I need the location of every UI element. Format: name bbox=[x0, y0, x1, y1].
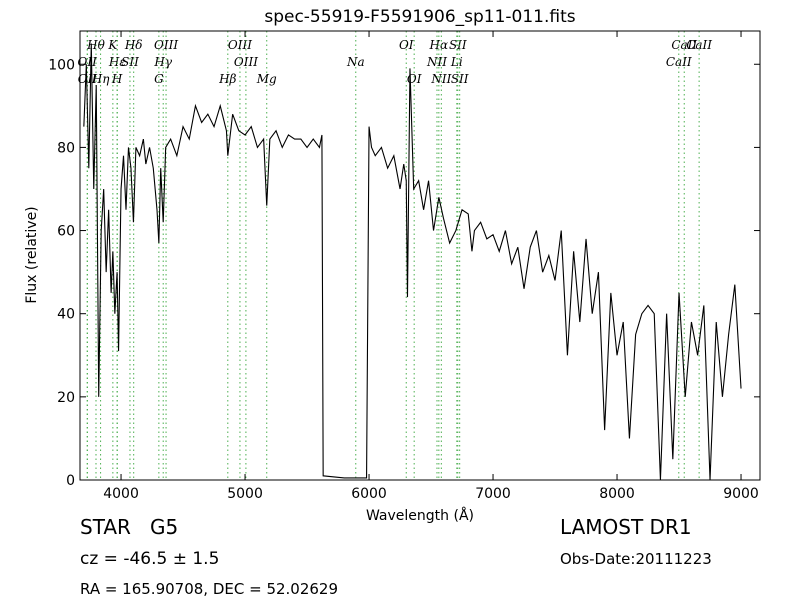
spectral-line-label: OI bbox=[399, 38, 414, 52]
x-tick-label: 9000 bbox=[723, 486, 759, 502]
y-axis-label: Flux (relative) bbox=[24, 206, 40, 303]
spectral-line-label: CaII bbox=[671, 38, 697, 52]
spectral-line-label: OIII bbox=[228, 38, 252, 52]
spectral-line-label: CaII bbox=[686, 38, 712, 52]
coords-label: RA = 165.90708, DEC = 52.02629 bbox=[80, 580, 338, 598]
y-tick-label: 0 bbox=[66, 473, 75, 489]
y-tick-label: 80 bbox=[57, 140, 75, 156]
plot-frame bbox=[79, 30, 761, 481]
y-tick-label: 100 bbox=[48, 57, 75, 73]
survey-label: LAMOST DR1 bbox=[560, 515, 692, 539]
spectral-line-label: Hδ bbox=[124, 38, 143, 52]
spectral-line-label: Li bbox=[450, 55, 463, 69]
y-tick-label: 40 bbox=[57, 307, 75, 323]
x-tick-label: 8000 bbox=[599, 486, 635, 502]
spectral-line-label: SII bbox=[449, 38, 467, 52]
y-tick-label: 60 bbox=[57, 224, 75, 240]
cz-label: cz = -46.5 ± 1.5 bbox=[80, 549, 219, 569]
spectral-line-label: OI bbox=[407, 72, 422, 86]
spectrum-line bbox=[83, 43, 742, 480]
spectral-line-label: SII bbox=[121, 55, 139, 69]
spectral-line-label: K bbox=[107, 38, 118, 52]
spectral-line-label: NII bbox=[426, 55, 447, 69]
spectral-line-label: SII bbox=[451, 72, 469, 86]
chart-title: spec-55919-F5591906_sp11-011.fits bbox=[264, 7, 575, 27]
y-tick-label: 20 bbox=[57, 390, 75, 406]
spectral-line-label: H bbox=[111, 72, 123, 86]
date-label: Obs-Date:20111223 bbox=[560, 550, 712, 568]
x-tick-label: 6000 bbox=[351, 486, 387, 502]
x-tick-label: 7000 bbox=[475, 486, 511, 502]
spectral-line-label: G bbox=[154, 72, 164, 86]
spectral-line-label: Na bbox=[346, 55, 365, 69]
class-label: STAR G5 bbox=[80, 515, 178, 539]
spectral-line-label: NII bbox=[430, 72, 451, 86]
spectral-line-label: Hη bbox=[91, 72, 110, 86]
spectral-line-label: Hβ bbox=[218, 72, 236, 86]
spectral-line-label: Hγ bbox=[153, 55, 172, 69]
spectral-line-label: Hε bbox=[108, 55, 126, 69]
x-tick-label: 4000 bbox=[103, 486, 139, 502]
spectral-line-label: OII bbox=[78, 55, 98, 69]
x-axis-label: Wavelength (Å) bbox=[366, 507, 474, 524]
spectral-line-label: Hα bbox=[429, 38, 449, 52]
spectral-line-label: Mg bbox=[256, 72, 277, 86]
spectral-line-label: CaII bbox=[666, 55, 692, 69]
spectral-line-label: OIII bbox=[234, 55, 258, 69]
x-tick-label: 5000 bbox=[227, 486, 263, 502]
spectral-line-label: Hθ bbox=[86, 38, 105, 52]
spectral-line-label: OIII bbox=[154, 38, 178, 52]
